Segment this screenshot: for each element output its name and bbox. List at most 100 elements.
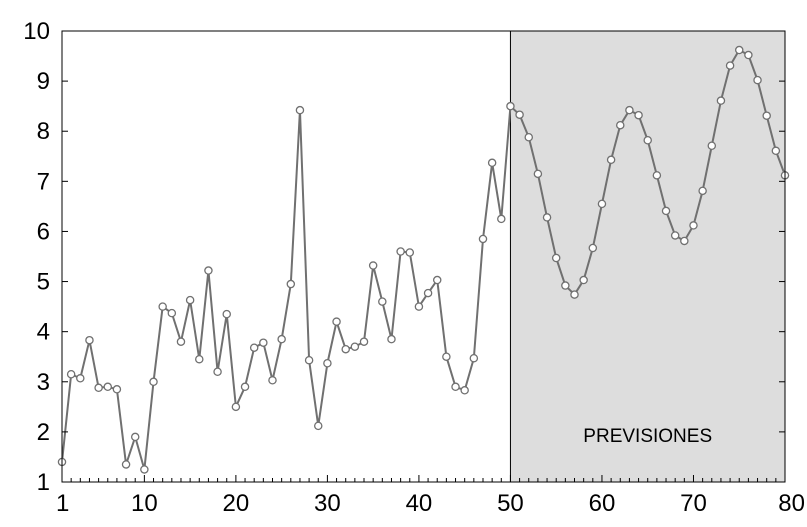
data-point-7 xyxy=(112,385,122,394)
data-point-15 xyxy=(185,295,195,305)
data-point-3 xyxy=(76,374,85,383)
data-point-27 xyxy=(295,105,305,115)
x-tick-label: 80 xyxy=(778,490,805,517)
data-point-16 xyxy=(195,354,204,364)
y-tick-label: 8 xyxy=(37,118,50,145)
data-point-17 xyxy=(204,266,213,275)
data-point-46 xyxy=(469,353,479,363)
x-tick-label: 30 xyxy=(314,490,341,517)
data-point-70 xyxy=(689,221,698,230)
data-point-34 xyxy=(359,337,369,346)
data-point-77 xyxy=(753,75,762,85)
data-point-60 xyxy=(597,199,607,209)
data-point-62 xyxy=(616,120,625,130)
y-tick-label: 5 xyxy=(37,269,50,296)
series-group xyxy=(57,45,790,474)
data-point-57 xyxy=(570,290,579,299)
data-point-49 xyxy=(497,214,506,224)
y-tick-label: 3 xyxy=(37,369,50,396)
y-axis: 1 2 3 4 5 6 7 8 9 10 xyxy=(23,18,785,496)
y-tick-label: 1 xyxy=(37,469,50,496)
data-point-55 xyxy=(551,253,561,263)
forecast-region xyxy=(510,31,785,482)
y-tick-label: 9 xyxy=(37,68,50,95)
data-point-52 xyxy=(524,132,534,142)
data-point-29 xyxy=(313,421,323,431)
data-point-39 xyxy=(405,248,415,257)
data-point-51 xyxy=(515,110,524,119)
data-point-36 xyxy=(378,297,387,306)
data-point-25 xyxy=(277,334,286,344)
data-point-23 xyxy=(259,338,268,347)
data-point-11 xyxy=(149,377,158,387)
data-point-28 xyxy=(304,355,314,365)
x-axis: 1 10 20 30 40 50 60 70 80 xyxy=(56,475,805,517)
data-point-24 xyxy=(268,376,277,385)
y-tick-label: 6 xyxy=(37,218,50,245)
data-point-6 xyxy=(103,382,113,392)
data-point-13 xyxy=(167,308,177,318)
x-tick-label: 10 xyxy=(131,490,158,517)
y-tick-label: 10 xyxy=(23,18,50,45)
data-point-20 xyxy=(231,402,241,412)
data-point-9 xyxy=(130,432,140,442)
data-point-43 xyxy=(442,352,451,361)
data-point-58 xyxy=(579,275,588,285)
data-point-74 xyxy=(725,61,735,70)
data-point-4 xyxy=(85,335,94,345)
data-point-26 xyxy=(286,279,296,289)
data-point-68 xyxy=(670,231,680,240)
data-point-59 xyxy=(588,243,598,253)
data-point-32 xyxy=(341,344,350,354)
data-point-73 xyxy=(716,96,726,105)
data-point-67 xyxy=(661,206,671,216)
data-point-72 xyxy=(707,141,717,150)
data-point-35 xyxy=(368,261,378,270)
data-point-53 xyxy=(533,169,543,179)
forecast-label: PREVISIONES xyxy=(583,426,712,447)
data-point-63 xyxy=(625,105,634,115)
data-point-40 xyxy=(414,302,424,311)
y-tick-label: 4 xyxy=(37,319,50,346)
data-point-38 xyxy=(396,247,405,256)
y-tick-label: 2 xyxy=(37,419,50,446)
data-point-21 xyxy=(240,382,250,392)
data-point-78 xyxy=(762,111,771,120)
data-point-54 xyxy=(542,213,552,222)
x-tick-label: 60 xyxy=(589,490,616,517)
series-line xyxy=(61,49,786,471)
data-point-45 xyxy=(460,386,469,395)
data-point-75 xyxy=(734,45,744,55)
x-tick-label: 40 xyxy=(406,490,433,517)
plot-frame xyxy=(61,30,786,483)
data-point-5 xyxy=(94,383,103,393)
data-point-56 xyxy=(561,281,570,290)
data-point-50 xyxy=(506,101,515,111)
data-point-33 xyxy=(350,342,360,351)
data-point-19 xyxy=(222,309,231,319)
y-tick-label: 7 xyxy=(37,168,50,195)
data-point-79 xyxy=(771,146,781,156)
data-point-64 xyxy=(634,110,643,120)
data-point-2 xyxy=(66,370,76,379)
x-tick-label: 1 xyxy=(56,490,69,517)
data-point-10 xyxy=(140,465,149,474)
data-point-47 xyxy=(478,234,488,244)
data-point-30 xyxy=(323,358,332,368)
data-point-44 xyxy=(451,382,460,392)
data-point-61 xyxy=(606,155,616,165)
x-tick-label: 50 xyxy=(497,490,524,517)
data-point-41 xyxy=(423,288,433,298)
data-point-48 xyxy=(487,158,497,168)
data-point-71 xyxy=(698,186,707,196)
data-point-76 xyxy=(744,50,753,60)
x-tick-label: 70 xyxy=(680,490,707,517)
data-point-22 xyxy=(249,343,259,352)
data-point-8 xyxy=(121,460,131,469)
data-point-42 xyxy=(432,275,442,285)
data-point-37 xyxy=(387,334,396,344)
x-tick-label: 20 xyxy=(223,490,250,517)
data-point-18 xyxy=(213,367,222,377)
data-point-66 xyxy=(652,171,662,180)
data-point-14 xyxy=(176,337,186,346)
